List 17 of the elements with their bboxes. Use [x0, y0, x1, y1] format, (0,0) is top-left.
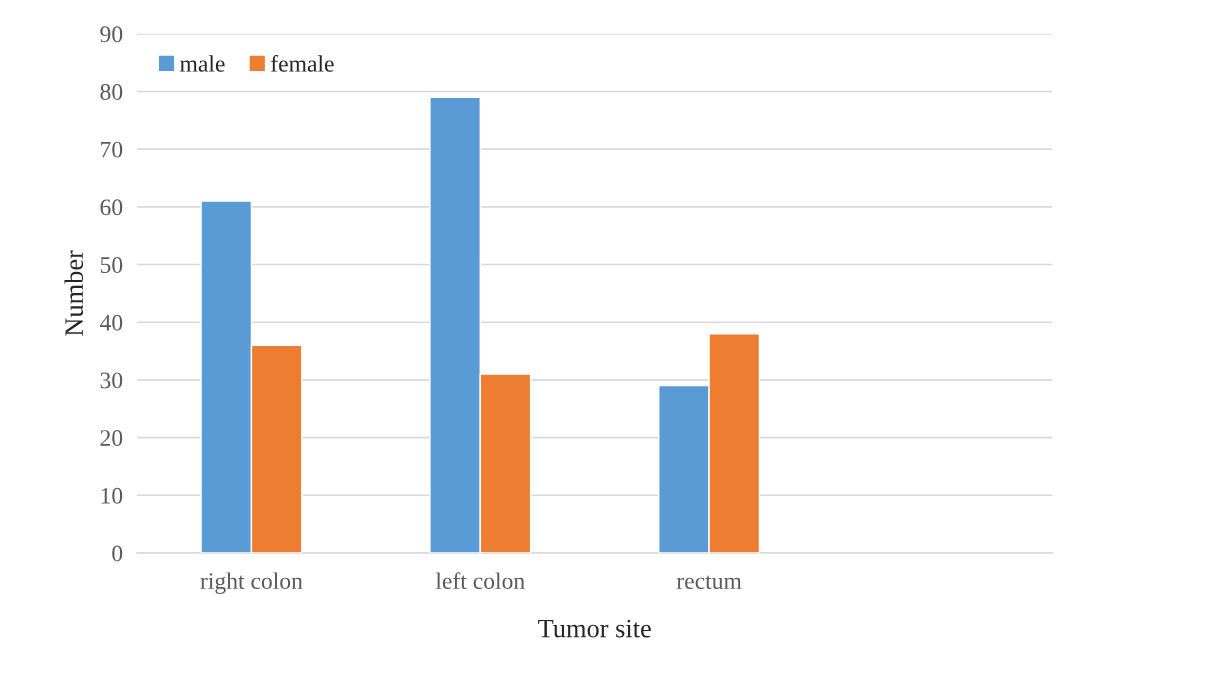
y-tick-label: 30: [100, 372, 123, 389]
x-tick-label: left colon: [435, 572, 525, 590]
y-tick-label: 10: [101, 487, 123, 504]
y-tick-label: 0: [112, 545, 123, 562]
y-tick-label: 70: [101, 141, 123, 158]
x-tick-label: right colon: [200, 572, 303, 594]
y-tick-label: 40: [99, 314, 123, 331]
y-tick-label: 50: [100, 257, 123, 273]
legend-label: female: [271, 54, 334, 72]
legend-label: male: [180, 55, 225, 72]
y-tick-label: 20: [100, 430, 123, 447]
x-tick-label: rectum: [676, 575, 742, 590]
x-axis-title: Tumor site: [538, 619, 651, 638]
y-tick-label: 60: [100, 199, 123, 216]
y-tick-label: 90: [100, 26, 123, 43]
y-axis-title: Number: [64, 250, 84, 336]
y-tick-label: 80: [100, 83, 123, 100]
